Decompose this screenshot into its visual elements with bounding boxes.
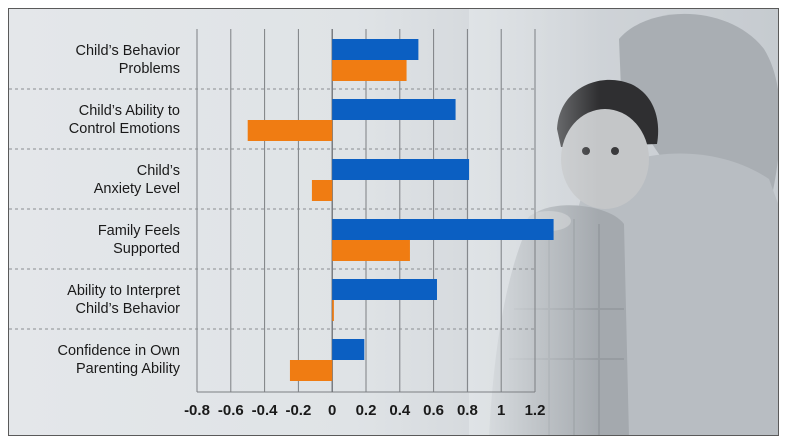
bar-blue-4 (332, 279, 437, 300)
category-label: Family Feels (98, 223, 180, 239)
chart-frame: Child’s Behavior Problems Child’s Ability … (8, 8, 779, 436)
bar-orange-4 (332, 300, 334, 321)
x-tick-label: 0.6 (423, 402, 444, 419)
x-tick-label: 0.2 (356, 402, 377, 419)
bar-blue-3 (332, 219, 554, 240)
bar-blue-0 (332, 39, 419, 60)
bar-chart: Child’s Behavior Problems Child’s Ability … (9, 29, 554, 419)
bar-blue-2 (332, 159, 470, 180)
bar-blue-1 (332, 99, 456, 120)
category-label: Supported (113, 241, 180, 257)
bar-orange-2 (311, 180, 333, 201)
bars (247, 39, 554, 381)
x-tick-label: 0.8 (457, 402, 478, 419)
category-label: Control Emotions (69, 121, 180, 137)
category-label: Ability to Interpret (67, 283, 180, 299)
bar-orange-0 (332, 60, 407, 81)
bar-orange-3 (332, 240, 410, 261)
x-tick-label: 1.2 (525, 402, 546, 419)
x-tick-label: 0.4 (389, 402, 411, 419)
category-label: Child’s (137, 163, 180, 179)
category-label: Child’s Behavior (75, 301, 180, 317)
x-tick-label: 0 (328, 402, 336, 419)
x-tick-label: -0.4 (252, 402, 279, 419)
category-label: Parenting Ability (76, 361, 181, 377)
bar-orange-5 (289, 360, 333, 381)
x-tick-label: -0.6 (218, 402, 244, 419)
bar-orange-1 (247, 120, 333, 141)
tick-labels: -0.8 -0.6 -0.4 -0.2 0 0.2 0.4 0.6 0.8 1 1.2 (184, 402, 545, 419)
x-tick-label: -0.8 (184, 402, 210, 419)
category-label: Problems (119, 61, 180, 77)
category-label: Anxiety Level (94, 181, 180, 197)
category-label: Child’s Behavior (75, 43, 180, 59)
background-photo (469, 9, 778, 435)
bar-blue-5 (332, 339, 365, 360)
x-tick-label: -0.2 (285, 402, 311, 419)
category-labels: Child’s Behavior Problems Child’s Ability … (57, 43, 180, 377)
grid-lines (9, 29, 536, 393)
category-label: Confidence in Own (57, 343, 180, 359)
x-tick-label: 1 (497, 402, 505, 419)
category-label: Child’s Ability to (79, 103, 180, 119)
mother-hair (619, 14, 778, 209)
